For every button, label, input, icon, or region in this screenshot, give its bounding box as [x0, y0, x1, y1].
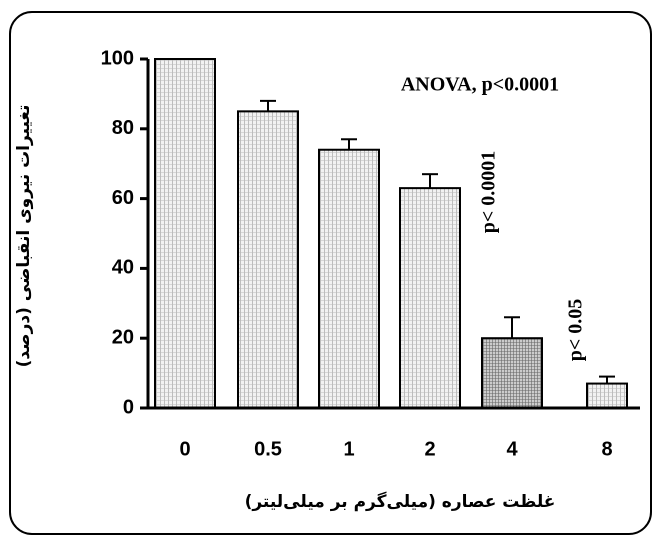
x-tick-label: 2: [424, 438, 435, 460]
y-tick-label: 80: [112, 117, 134, 139]
bar: [318, 148, 380, 410]
annotation: p< 0.05: [565, 299, 587, 362]
x-tick-label: 0.5: [254, 438, 282, 460]
x-tick-label: 1: [343, 438, 354, 460]
bar: [586, 382, 628, 410]
y-axis-label: تغییرات نیروی انقباضی (درصد): [14, 105, 34, 368]
bar: [481, 337, 543, 410]
bar: [399, 187, 461, 409]
bar: [237, 110, 299, 409]
x-tick-label: 8: [601, 438, 612, 460]
x-tick-label: 0: [179, 438, 190, 460]
x-axis-label: غلظت عصاره (میلی‌گرم بر میلی‌لیتر): [245, 491, 556, 512]
x-tick-label: 4: [506, 438, 518, 460]
annotation: p< 0.0001: [478, 151, 500, 234]
y-tick-label: 60: [112, 187, 134, 209]
bar: [154, 58, 216, 409]
annotation: ANOVA, p<0.0001: [401, 74, 559, 96]
y-tick-label: 20: [112, 326, 134, 348]
y-tick-label: 0: [123, 396, 134, 418]
frame: [9, 11, 652, 535]
y-tick-label: 100: [101, 47, 134, 69]
y-tick-label: 40: [112, 257, 134, 279]
